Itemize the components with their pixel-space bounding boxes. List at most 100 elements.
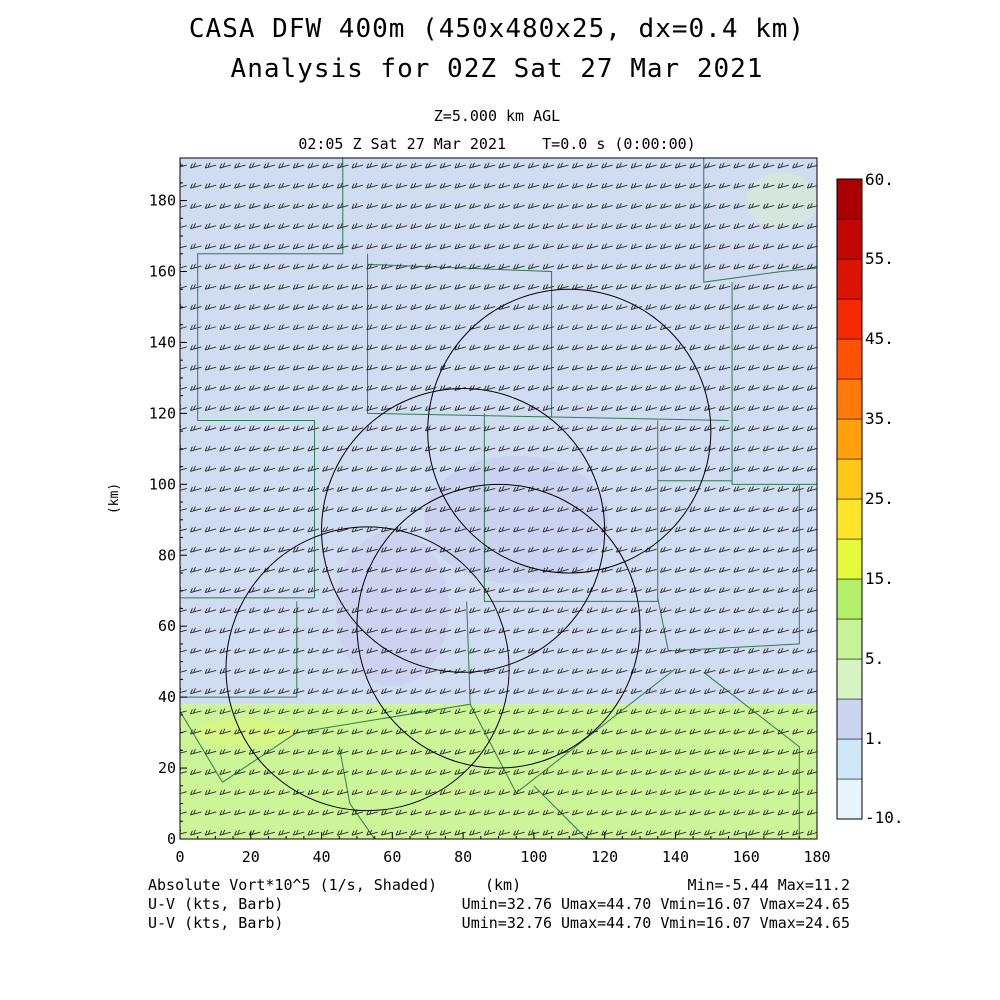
wind-barb <box>498 384 510 391</box>
wind-barb <box>190 566 202 573</box>
wind-barb <box>395 708 408 715</box>
wind-barb <box>806 243 817 250</box>
wind-barb <box>689 506 701 513</box>
wind-barb <box>806 647 817 654</box>
wind-barb <box>601 243 613 250</box>
wind-barb <box>674 627 687 634</box>
wind-barb <box>263 667 276 674</box>
wind-barb <box>498 728 510 735</box>
wind-barb <box>733 364 745 371</box>
wind-barb <box>204 728 217 735</box>
wind-barb <box>630 526 643 533</box>
wind-barb <box>777 465 790 472</box>
wind-barb <box>542 829 555 836</box>
wind-barb <box>380 769 393 775</box>
wind-barb <box>204 647 217 654</box>
wind-barb <box>498 506 510 513</box>
wind-barb <box>454 364 466 371</box>
wind-barb <box>704 344 716 351</box>
wind-barb <box>483 506 496 513</box>
wind-barb <box>542 243 555 250</box>
wind-barb <box>527 506 540 513</box>
wind-barb <box>630 445 643 452</box>
wind-barb <box>410 486 422 492</box>
wind-barb <box>292 506 305 513</box>
wind-barb <box>645 789 657 796</box>
wind-barb <box>469 809 481 816</box>
wind-barb <box>733 344 745 351</box>
wind-barb <box>792 425 804 432</box>
wind-barb <box>336 405 349 412</box>
wind-barb <box>234 162 246 169</box>
wind-barb <box>395 607 408 614</box>
wind-barb <box>601 364 613 371</box>
wind-barb <box>278 344 290 351</box>
wind-barb <box>322 708 334 715</box>
wind-barb <box>733 627 745 634</box>
wind-barb <box>483 526 496 533</box>
wind-barb <box>689 324 701 331</box>
wind-barb <box>586 202 599 209</box>
wind-barb <box>292 546 305 553</box>
wind-barb <box>351 304 364 310</box>
wind-barb <box>806 627 817 634</box>
wind-barb <box>190 667 202 674</box>
wind-barb <box>645 769 657 775</box>
wind-barb <box>806 344 817 351</box>
wind-barb <box>762 769 775 775</box>
wind-barb <box>336 566 349 573</box>
wind-barb <box>718 587 731 594</box>
wind-barb <box>248 344 261 351</box>
wind-barb <box>380 587 393 594</box>
wind-barb <box>704 304 716 310</box>
wind-barb <box>439 465 452 472</box>
wind-barb <box>248 526 261 533</box>
wind-barb <box>806 728 817 735</box>
wind-barb <box>806 667 817 674</box>
wind-barb <box>483 688 496 695</box>
wind-barb <box>410 546 422 553</box>
wind-barb <box>733 384 745 391</box>
wind-barb <box>674 162 687 169</box>
wind-barb <box>234 384 246 391</box>
wind-barb <box>454 607 466 614</box>
wind-barb <box>263 324 276 331</box>
wind-barb <box>219 728 231 735</box>
wind-barb <box>674 364 687 371</box>
wind-barb <box>674 728 687 735</box>
wind-barb <box>204 486 217 492</box>
wind-barb <box>615 202 628 209</box>
wind-barb <box>777 728 790 735</box>
wind-barb <box>454 627 466 634</box>
wind-barb <box>234 587 246 594</box>
county-boundary-9 <box>466 601 676 794</box>
wind-barb <box>733 688 745 695</box>
wind-barb <box>748 445 760 452</box>
wind-barb <box>425 162 437 169</box>
wind-barb <box>513 829 525 836</box>
wind-barb <box>527 688 540 695</box>
wind-barb <box>425 546 437 553</box>
wind-barb <box>542 445 555 452</box>
wind-barb <box>292 688 305 695</box>
wind-barb <box>660 263 672 270</box>
y-tick-label: 160 <box>149 263 176 281</box>
wind-barb <box>645 748 657 755</box>
wind-barb <box>571 243 584 250</box>
wind-barb <box>483 304 496 310</box>
wind-barb <box>425 465 437 472</box>
wind-barb <box>630 384 643 391</box>
wind-barb <box>586 546 599 553</box>
wind-barb <box>410 667 422 674</box>
wind-barb <box>806 809 817 816</box>
wind-barb <box>601 667 613 674</box>
wind-barb <box>704 324 716 331</box>
wind-barb <box>674 324 687 331</box>
wind-barb <box>263 263 276 270</box>
wind-barb <box>380 506 393 513</box>
wind-barb <box>454 465 466 472</box>
x-tick-label: 180 <box>803 848 830 866</box>
wind-barb <box>190 647 202 654</box>
wind-barb <box>219 829 231 836</box>
wind-barb <box>498 283 510 290</box>
